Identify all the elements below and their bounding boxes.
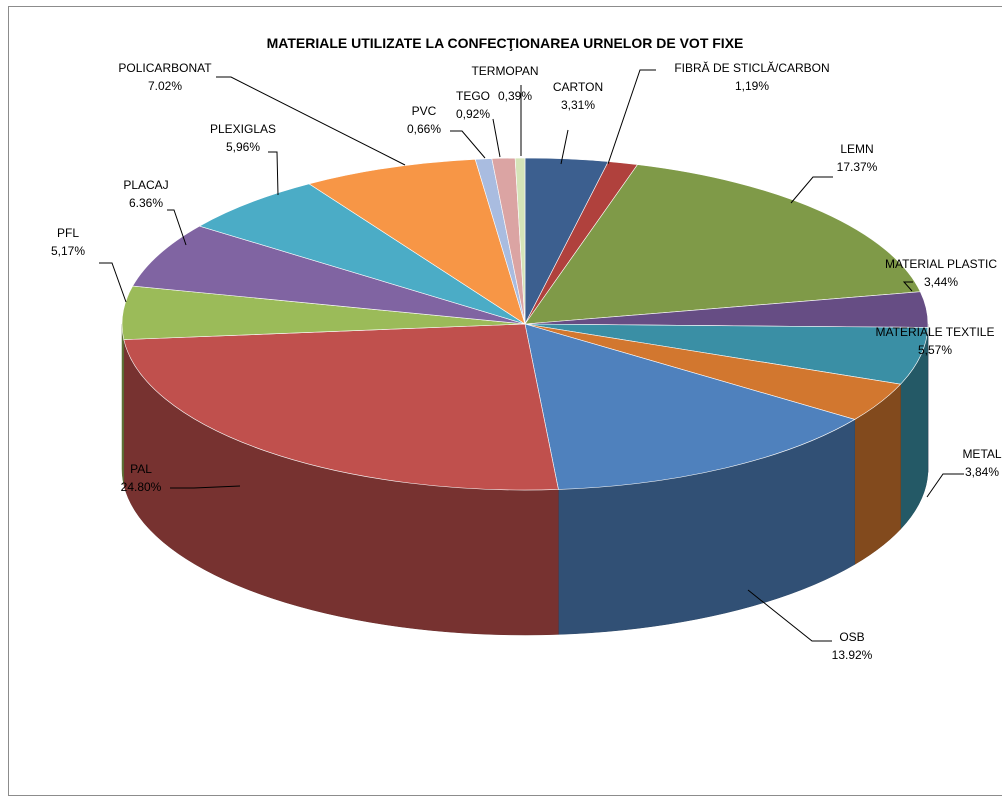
- leader-line-pfl: [99, 263, 126, 302]
- slice-label-plexiglas: PLEXIGLAS: [210, 122, 276, 136]
- slice-value-tego: 0,92%: [456, 107, 490, 121]
- slice-value-plexiglas: 5,96%: [226, 140, 260, 154]
- chart-title: MATERIALE UTILIZATE LA CONFECŢIONAREA UR…: [267, 35, 744, 51]
- slice-label-tego: TEGO: [456, 89, 490, 103]
- slice-value-termopan: 0,39%: [498, 89, 532, 103]
- slice-value-metal: 3,84%: [965, 465, 999, 479]
- slice-value-fibra-de-sticla-carbon: 1,19%: [735, 79, 769, 93]
- slice-value-material-plastic: 3,44%: [924, 275, 958, 289]
- leader-line-lemn: [791, 177, 833, 203]
- slice-value-placaj: 6.36%: [129, 196, 163, 210]
- slice-value-policarbonat: 7.02%: [148, 79, 182, 93]
- slice-value-osb: 13.92%: [832, 648, 873, 662]
- slice-value-lemn: 17.37%: [837, 160, 878, 174]
- leader-line-tego: [493, 119, 500, 157]
- leader-line-plexiglas: [268, 152, 278, 195]
- pie-top: [122, 158, 928, 490]
- slice-label-lemn: LEMN: [840, 142, 873, 156]
- slice-value-materiale-textile: 5,57%: [918, 343, 952, 357]
- slice-label-osb: OSB: [839, 630, 864, 644]
- leader-line-pvc: [450, 131, 485, 158]
- slice-label-placaj: PLACAJ: [123, 178, 168, 192]
- slice-label-material-plastic: MATERIAL PLASTIC: [885, 257, 997, 271]
- slice-label-policarbonat: POLICARBONAT: [118, 61, 212, 75]
- leader-line-fibra-de-sticla-carbon: [608, 70, 656, 164]
- slice-label-fibra-de-sticla-carbon: FIBRĂ DE STICLĂ/CARBON: [674, 60, 829, 75]
- leader-line-metal: [927, 474, 964, 497]
- slice-side-pfl: [122, 324, 124, 485]
- slice-value-pal: 24.80%: [121, 480, 162, 494]
- slice-value-pfl: 5,17%: [51, 244, 85, 258]
- slice-label-termopan: TERMOPAN: [471, 64, 538, 78]
- slice-label-pfl: PFL: [57, 226, 79, 240]
- slice-label-pal: PAL: [130, 462, 152, 476]
- slice-label-pvc: PVC: [412, 104, 437, 118]
- slice-label-metal: METAL: [962, 447, 1001, 461]
- slice-value-pvc: 0,66%: [407, 122, 441, 136]
- slice-label-materiale-textile: MATERIALE TEXTILE: [876, 325, 995, 339]
- slice-value-carton: 3,31%: [561, 98, 595, 112]
- slice-label-carton: CARTON: [553, 80, 603, 94]
